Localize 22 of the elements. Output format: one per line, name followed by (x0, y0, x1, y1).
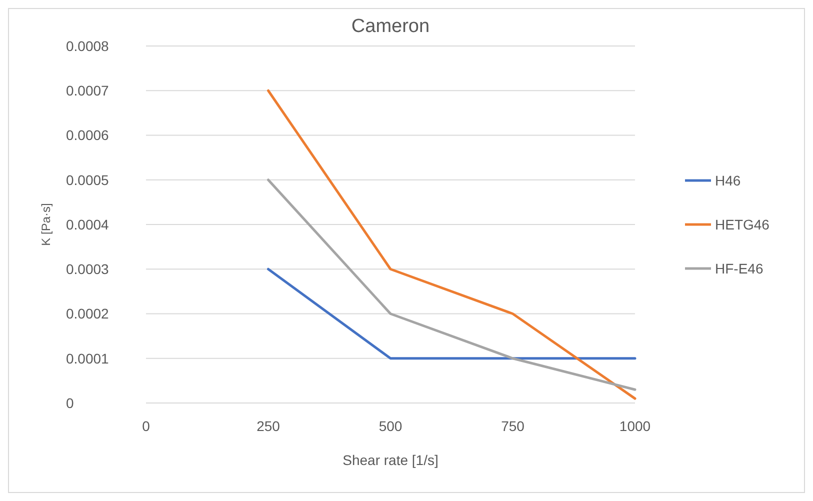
x-tick-label: 1000 (619, 418, 651, 434)
y-tick-label: 0.0005 (66, 172, 110, 188)
y-tick-label: 0.0007 (66, 82, 110, 99)
x-tick-label: 0 (142, 418, 150, 434)
legend-label: HETG46 (715, 216, 770, 232)
y-tick-label: 0.0003 (66, 261, 110, 278)
y-tick-label: 0.0002 (66, 306, 110, 322)
x-tick-label: 750 (501, 418, 525, 434)
y-axis-title: K [Pa·s] (39, 203, 53, 246)
x-axis-title: Shear rate [1/s] (342, 452, 438, 468)
chart-title: Cameron (351, 16, 430, 37)
x-tick-label: 500 (378, 418, 402, 434)
y-tick-label: 0.0001 (66, 350, 110, 366)
y-tick-label: 0.0006 (66, 127, 110, 144)
y-tick-label: 0 (66, 394, 74, 411)
y-tick-label: 0.0004 (66, 216, 110, 232)
line-series (267, 89, 636, 400)
x-tick-label: 250 (256, 418, 280, 434)
line-series (267, 178, 636, 391)
y-tick-label: 0.0008 (66, 38, 110, 54)
legend-label: H46 (715, 172, 741, 188)
legend-label: HF-E46 (715, 260, 764, 276)
